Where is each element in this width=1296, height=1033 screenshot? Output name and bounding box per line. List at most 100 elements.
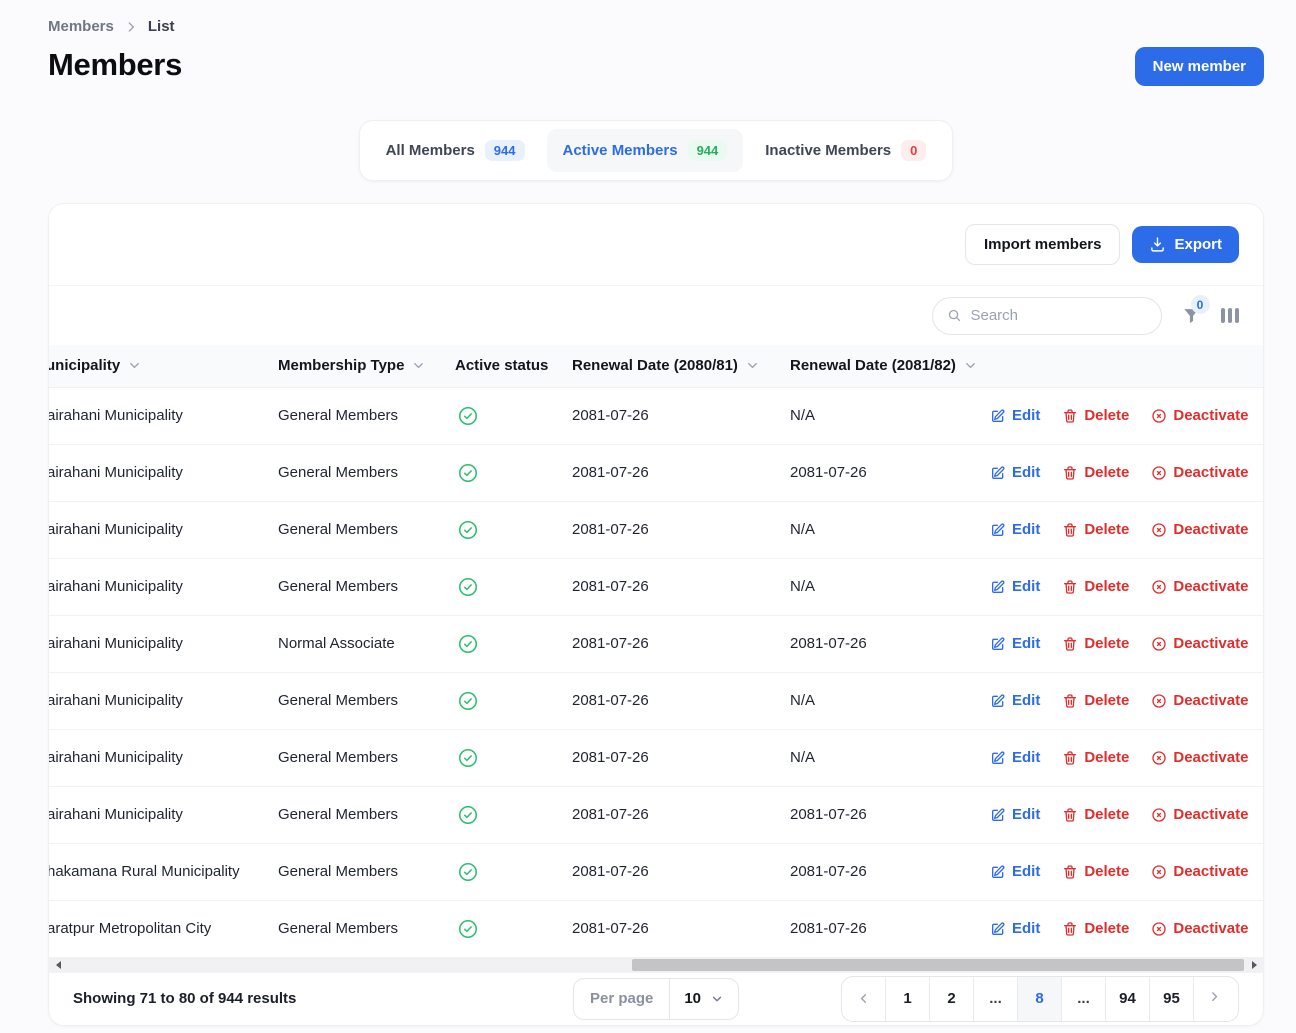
edit-button[interactable]: Edit xyxy=(990,749,1040,766)
table-row: airahani Municipality General Members 20… xyxy=(49,502,1263,559)
edit-button[interactable]: Edit xyxy=(990,635,1040,652)
edit-button[interactable]: Edit xyxy=(990,920,1040,937)
delete-button[interactable]: Delete xyxy=(1062,578,1129,595)
deactivate-button[interactable]: Deactivate xyxy=(1151,578,1248,595)
tabs: All Members 944 Active Members 944 Inact… xyxy=(358,120,954,181)
delete-button[interactable]: Delete xyxy=(1062,920,1129,937)
tab-all-members[interactable]: All Members 944 xyxy=(370,129,541,172)
deactivate-button[interactable]: Deactivate xyxy=(1151,806,1248,823)
table-header-row: unicipality Membership Type Active statu… xyxy=(49,345,1263,388)
deactivate-circle-icon xyxy=(1152,466,1167,480)
pagination-page-95[interactable]: 95 xyxy=(1150,976,1194,1021)
tab-label: All Members xyxy=(385,142,475,159)
row-actions: Edit Delete Deactivate xyxy=(990,692,1263,709)
tab-active-members[interactable]: Active Members 944 xyxy=(546,129,744,172)
per-page-select[interactable]: 10 xyxy=(669,978,738,1019)
scrollbar-thumb[interactable] xyxy=(631,959,1244,972)
edit-pencil-icon xyxy=(992,409,1005,422)
pagination-ellipsis: ... xyxy=(974,976,1018,1021)
renewal-2080-cell: 2081-07-26 xyxy=(572,692,649,710)
deactivate-circle-icon xyxy=(1152,865,1167,879)
column-header[interactable]: unicipality xyxy=(49,357,278,374)
delete-button[interactable]: Delete xyxy=(1062,863,1129,880)
delete-button[interactable]: Delete xyxy=(1062,521,1129,538)
renewal-2081-cell: N/A xyxy=(790,407,816,425)
pagination-page-1[interactable]: 1 xyxy=(886,976,930,1021)
tab-count-badge: 944 xyxy=(484,140,525,161)
new-member-button[interactable]: New member xyxy=(1134,47,1264,86)
renewal-2081-cell: N/A xyxy=(790,521,816,539)
pagination-page-94[interactable]: 94 xyxy=(1106,976,1150,1021)
import-members-button[interactable]: Import members xyxy=(964,224,1121,265)
active-status-cell xyxy=(455,405,572,427)
delete-button[interactable]: Delete xyxy=(1062,806,1129,823)
check-circle-icon xyxy=(458,520,478,539)
deactivate-circle-icon xyxy=(1152,580,1167,594)
deactivate-button[interactable]: Deactivate xyxy=(1151,407,1248,424)
edit-button[interactable]: Edit xyxy=(990,863,1040,880)
search-row: 0 xyxy=(49,285,1263,345)
search-input[interactable] xyxy=(970,307,1147,324)
edit-button[interactable]: Edit xyxy=(990,464,1040,481)
renewal-2081-cell: 2081-07-26 xyxy=(790,464,867,482)
table-row: hakamana Rural Municipality General Memb… xyxy=(49,844,1263,901)
check-circle-icon xyxy=(458,691,478,710)
tab-inactive-members[interactable]: Inactive Members 0 xyxy=(749,129,942,172)
municipality-cell: hakamana Rural Municipality xyxy=(48,863,240,881)
filter-button[interactable]: 0 xyxy=(1182,295,1210,325)
active-status-cell xyxy=(455,576,572,598)
trash-icon xyxy=(1064,409,1077,423)
pagination-page-8[interactable]: 8 xyxy=(1018,976,1062,1021)
active-status-cell xyxy=(455,690,572,712)
breadcrumb-members-link[interactable]: Members xyxy=(48,18,114,35)
deactivate-button[interactable]: Deactivate xyxy=(1151,521,1248,538)
edit-pencil-icon xyxy=(992,523,1005,536)
deactivate-button[interactable]: Deactivate xyxy=(1151,749,1248,766)
edit-button[interactable]: Edit xyxy=(990,806,1040,823)
edit-button[interactable]: Edit xyxy=(990,578,1040,595)
deactivate-button[interactable]: Deactivate xyxy=(1151,692,1248,709)
renewal-2081-cell: 2081-07-26 xyxy=(790,806,867,824)
edit-pencil-icon xyxy=(992,922,1005,935)
edit-button[interactable]: Edit xyxy=(990,692,1040,709)
pagination-prev[interactable] xyxy=(842,976,886,1021)
edit-pencil-icon xyxy=(992,865,1005,878)
delete-button[interactable]: Delete xyxy=(1062,692,1129,709)
renewal-2080-cell: 2081-07-26 xyxy=(572,407,649,425)
trash-icon xyxy=(1064,466,1077,480)
search-icon xyxy=(948,309,960,322)
delete-button[interactable]: Delete xyxy=(1062,464,1129,481)
edit-pencil-icon xyxy=(992,466,1005,479)
deactivate-button[interactable]: Deactivate xyxy=(1151,464,1248,481)
delete-button[interactable]: Delete xyxy=(1062,407,1129,424)
municipality-cell: airahani Municipality xyxy=(48,407,183,425)
export-button[interactable]: Export xyxy=(1132,226,1239,263)
active-status-cell xyxy=(455,747,572,769)
column-header[interactable]: Renewal Date (2081/82) xyxy=(790,357,990,374)
pagination-page-2[interactable]: 2 xyxy=(930,976,974,1021)
column-header[interactable]: Membership Type xyxy=(278,357,455,374)
per-page-control: Per page 10 xyxy=(572,977,740,1020)
title-row: Members New member xyxy=(48,47,1264,86)
table-body: airahani Municipality General Members 20… xyxy=(49,388,1263,958)
row-actions: Edit Delete Deactivate xyxy=(990,464,1263,481)
edit-pencil-icon xyxy=(992,751,1005,764)
membership-type-cell: Normal Associate xyxy=(278,635,395,653)
column-header: Active status xyxy=(455,357,549,375)
deactivate-button[interactable]: Deactivate xyxy=(1151,635,1248,652)
column-header[interactable]: Renewal Date (2080/81) xyxy=(572,357,790,374)
renewal-2081-cell: 2081-07-26 xyxy=(790,635,867,653)
pagination-next[interactable] xyxy=(1194,976,1238,1021)
deactivate-button[interactable]: Deactivate xyxy=(1151,920,1248,937)
columns-button[interactable] xyxy=(1220,308,1239,323)
delete-button[interactable]: Delete xyxy=(1062,635,1129,652)
deactivate-button[interactable]: Deactivate xyxy=(1151,863,1248,880)
delete-button[interactable]: Delete xyxy=(1062,749,1129,766)
municipality-cell: airahani Municipality xyxy=(48,578,183,596)
scroll-right-arrow[interactable] xyxy=(1247,958,1261,973)
edit-button[interactable]: Edit xyxy=(990,407,1040,424)
renewal-2081-cell: 2081-07-26 xyxy=(790,863,867,881)
edit-button[interactable]: Edit xyxy=(990,521,1040,538)
scroll-left-arrow[interactable] xyxy=(51,958,65,973)
horizontal-scrollbar[interactable] xyxy=(49,957,1263,973)
